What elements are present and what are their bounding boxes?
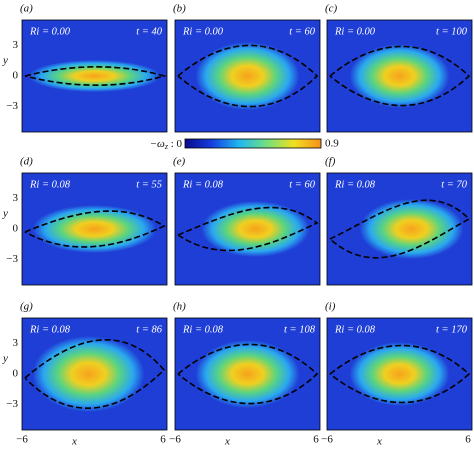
time-label: t = 60: [289, 179, 316, 190]
separatrix: [177, 44, 319, 108]
panel-frame: [174, 317, 321, 431]
x-axis-label: x: [224, 436, 230, 448]
x-tick-label: −6: [169, 434, 181, 446]
separatrix: [177, 206, 319, 252]
vorticity-blob: [195, 42, 300, 110]
x-tick-label: −6: [321, 434, 333, 446]
ri-label: Ri = 0.08: [334, 179, 376, 190]
y-tick-label: 3: [13, 337, 19, 349]
colorbar-min: : 0: [168, 138, 183, 150]
y-tick-label: −3: [6, 100, 18, 112]
panel-frame: [326, 317, 473, 431]
panel-label: (i): [325, 301, 336, 313]
time-label: t = 86: [136, 324, 163, 335]
vorticity-blob: [349, 44, 450, 108]
separatrix: [329, 344, 471, 404]
y-tick-label: 3: [13, 192, 19, 204]
time-label: t = 40: [136, 26, 163, 37]
y-tick-label: −3: [6, 253, 18, 265]
time-label: t = 55: [136, 179, 162, 190]
vorticity-blob: [359, 199, 464, 259]
separatrix: [177, 343, 319, 405]
ri-label: Ri = 0.08: [29, 179, 71, 190]
vorticity-blob: [28, 60, 161, 92]
panel-label: (a): [20, 3, 33, 15]
colorbar: [184, 138, 322, 149]
ri-label: Ri = 0.00: [182, 26, 224, 37]
time-label: t = 60: [289, 26, 316, 37]
colorbar-max: 0.9: [325, 138, 339, 150]
ri-label: Ri = 0.00: [334, 26, 376, 37]
colorbar-subscript: z: [164, 142, 169, 151]
panel-frame: [21, 172, 168, 286]
y-tick-label: 0: [13, 70, 19, 82]
y-axis-label: y: [2, 55, 8, 67]
ri-label: Ri = 0.08: [29, 324, 71, 335]
time-label: t = 108: [284, 324, 316, 335]
y-axis-label: y: [2, 353, 8, 365]
panel-label: (f): [325, 156, 336, 168]
x-axis-label: x: [71, 436, 77, 448]
y-tick-label: 0: [13, 368, 19, 380]
panel-frame: [21, 19, 168, 133]
panel-label: (g): [20, 301, 33, 313]
colorbar-symbol: −ω: [150, 138, 165, 150]
time-label: t = 100: [436, 26, 468, 37]
panel-frame: [326, 19, 473, 133]
separatrix: [329, 199, 471, 259]
time-label: t = 70: [441, 179, 468, 190]
vorticity-blob: [32, 205, 157, 253]
x-tick-label: 6: [465, 434, 471, 446]
vorticity-blob: [32, 336, 145, 412]
ri-label: Ri = 0.00: [29, 26, 71, 37]
panel-frame: [174, 172, 321, 286]
time-label: t = 170: [436, 324, 468, 335]
x-axis-label: x: [376, 436, 382, 448]
panel-frame: [326, 172, 473, 286]
panel-label: (e): [173, 156, 186, 168]
x-tick-label: 6: [313, 434, 319, 446]
panel-label: (c): [325, 3, 338, 15]
ri-label: Ri = 0.08: [334, 324, 376, 335]
colorbar-label: −ωz : 0: [150, 138, 183, 151]
panel-frame: [174, 19, 321, 133]
separatrix: [24, 66, 167, 86]
panel-label: (b): [173, 3, 186, 15]
ri-label: Ri = 0.08: [182, 179, 224, 190]
separatrix: [24, 210, 166, 248]
y-tick-label: −3: [6, 398, 18, 410]
vorticity-blob: [349, 342, 450, 406]
vorticity-blob: [195, 340, 300, 408]
y-axis-label: y: [2, 208, 8, 220]
x-tick-label: −6: [16, 434, 28, 446]
panel-label: (h): [173, 301, 186, 313]
panel-frame: [21, 317, 168, 431]
y-tick-label: 3: [13, 39, 19, 51]
separatrix: [329, 45, 471, 107]
ri-label: Ri = 0.08: [182, 324, 224, 335]
separatrix: [24, 339, 166, 409]
x-tick-label: 6: [160, 434, 166, 446]
y-tick-label: 0: [13, 223, 19, 235]
panel-label: (d): [20, 156, 33, 168]
